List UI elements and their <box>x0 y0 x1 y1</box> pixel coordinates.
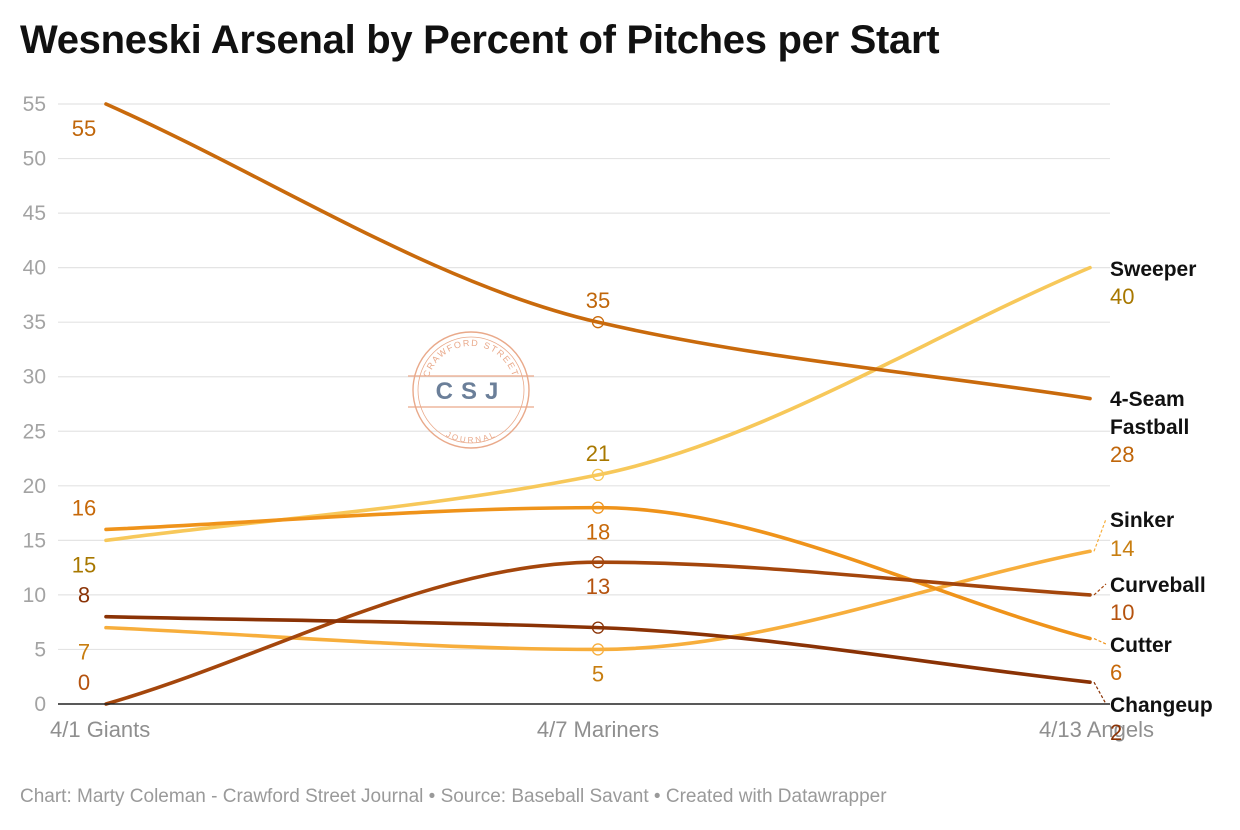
series-end-value-sweeper: 40 <box>1110 284 1134 309</box>
series-lines <box>104 102 1092 706</box>
y-tick-label: 30 <box>23 366 46 389</box>
chart-title: Wesneski Arsenal by Percent of Pitches p… <box>20 18 940 62</box>
series-name-label-changeup: Changeup <box>1110 694 1213 717</box>
data-labels: 15 21 55 35 7 5 0 13 16 18 8 <box>72 116 610 695</box>
data-label-sinker-1: 5 <box>592 661 604 686</box>
x-tick-label-4-7-mariners: 4/7 Mariners <box>537 717 659 742</box>
watermark-bottom-text: JOURNAL <box>445 430 497 445</box>
chart-footer-credit: Chart: Marty Coleman - Crawford Street J… <box>20 786 887 807</box>
leader-line-sinker <box>1093 518 1107 552</box>
y-tick-label: 0 <box>34 693 46 716</box>
data-label-4-seam-fastball-1: 35 <box>586 288 610 313</box>
series-line-changeup <box>104 614 1092 684</box>
watermark-outer-ring <box>412 331 530 449</box>
y-tick-label: 55 <box>23 93 46 116</box>
watermark-center-text: CSJ <box>436 378 507 405</box>
series-name-label-sweeper: Sweeper <box>1110 258 1196 281</box>
series-line-curveball <box>104 560 1092 706</box>
series-line-sinker <box>104 549 1092 652</box>
point-marker-changeup <box>591 621 605 634</box>
point-marker-sinker <box>591 643 605 656</box>
y-tick-label: 10 <box>23 584 46 607</box>
leader-line-curveball <box>1093 583 1107 596</box>
series-line-cutter <box>104 505 1092 641</box>
gridlines <box>58 103 1110 651</box>
series-end-value-4-seam-fastball: 28 <box>1110 442 1134 467</box>
series-name-label-cutter: Cutter <box>1110 634 1172 657</box>
data-label-sweeper-1: 21 <box>586 441 610 466</box>
series-name-label-4-seam-fastball: Fastball <box>1110 416 1189 439</box>
y-tick-label: 45 <box>23 202 46 225</box>
point-marker-cutter <box>591 501 605 514</box>
series-end-value-curveball: 10 <box>1110 600 1134 625</box>
x-tick-label-4-1-giants: 4/1 Giants <box>50 717 150 742</box>
leader-line-changeup <box>1093 681 1107 705</box>
data-label-curveball-0: 0 <box>78 670 90 695</box>
point-marker-sweeper <box>591 468 605 482</box>
y-tick-label: 20 <box>23 475 46 498</box>
data-label-changeup-0: 8 <box>78 583 90 608</box>
series-name-label-curveball: Curveball <box>1110 574 1206 597</box>
series-end-labels: Sweeper 40 4-Seam Fastball 28 Sinker 14 Curveba… <box>1093 258 1213 745</box>
point-marker-4-seam-fastball <box>591 316 605 329</box>
y-tick-label: 15 <box>23 529 46 552</box>
y-axis-ticks: 0 5 10 15 20 25 30 35 40 45 50 55 <box>23 93 46 716</box>
data-label-sinker-0: 7 <box>78 640 90 665</box>
series-end-value-changeup: 2 <box>1110 720 1122 745</box>
watermark-inner-ring <box>417 336 525 444</box>
x-tick-label-4-13-angels: 4/13 Angels <box>1039 717 1154 742</box>
data-label-sweeper-0: 15 <box>72 552 96 577</box>
y-tick-label: 35 <box>23 311 46 334</box>
data-label-curveball-1: 13 <box>586 574 610 599</box>
point-marker-curveball <box>591 556 605 569</box>
point-markers <box>591 316 605 656</box>
series-line-4-seam-fastball <box>104 102 1092 401</box>
y-tick-label: 5 <box>34 638 46 661</box>
series-name-label-sinker: Sinker <box>1110 509 1174 532</box>
y-tick-label: 40 <box>23 257 46 280</box>
leader-line-cutter <box>1093 637 1107 645</box>
series-end-value-sinker: 14 <box>1110 536 1134 561</box>
data-label-cutter-1: 18 <box>586 520 610 545</box>
data-label-cutter-0: 16 <box>72 495 96 520</box>
data-label-4-seam-fastball-0: 55 <box>72 116 96 141</box>
y-tick-label: 25 <box>23 420 46 443</box>
y-tick-label: 50 <box>23 148 46 171</box>
series-end-value-cutter: 6 <box>1110 660 1122 685</box>
x-axis-ticks: 4/1 Giants 4/7 Mariners 4/13 Angels <box>50 717 1154 742</box>
series-name-label-4-seam-fastball: 4-Seam <box>1110 388 1185 411</box>
